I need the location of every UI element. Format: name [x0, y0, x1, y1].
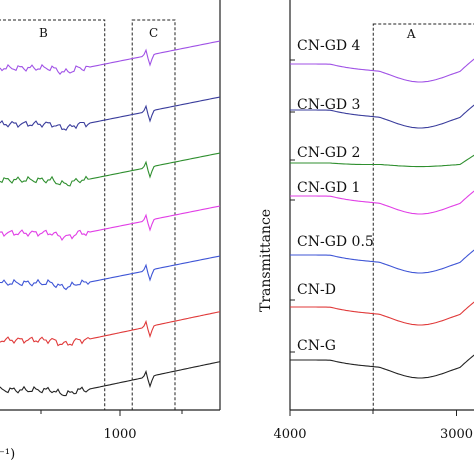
- right-series-line: [290, 104, 474, 129]
- right-series-label: CN-G: [297, 338, 336, 354]
- right-series-label: CN-GD 3: [297, 97, 360, 113]
- right-series-label: CN-D: [297, 282, 336, 298]
- left-panel: 1000 B C ⁻¹): [0, 0, 221, 462]
- left-series-line: [0, 361, 221, 397]
- right-series-label: CN-GD 0.5: [297, 234, 374, 250]
- right-series-line: [290, 58, 474, 83]
- right-series-line: [290, 190, 474, 215]
- right-region-label: A: [406, 27, 416, 41]
- left-series-line: [0, 311, 221, 347]
- left-series-line: [0, 205, 221, 242]
- right-series-line: [290, 301, 474, 326]
- left-series-line: [0, 40, 221, 75]
- right-y-axis-label: Transmittance: [258, 209, 274, 312]
- right-series-label: CN-GD 1: [297, 180, 360, 196]
- left-region-label: C: [149, 26, 158, 40]
- right-panel: Transmittance 4000 3000 A CN-GD 4 CN-GD 3 C…: [258, 0, 474, 442]
- right-series-line: [290, 154, 474, 168]
- left-region-label: B: [39, 26, 48, 40]
- right-x-tick-label: 4000: [273, 427, 306, 442]
- left-region-C: [131, 19, 176, 411]
- left-region-B: [0, 19, 106, 411]
- right-region-A: [372, 23, 474, 411]
- right-series-line: [290, 354, 474, 379]
- left-series-line: [0, 96, 221, 131]
- left-series-line: [0, 152, 221, 187]
- right-x-tick-label: 3000: [440, 427, 473, 442]
- left-x-tick-label: 1000: [103, 427, 136, 442]
- right-series-line: [290, 249, 474, 274]
- right-series-label: CN-GD 4: [297, 38, 361, 54]
- left-series-line: [0, 255, 221, 291]
- left-x-axis-label: ⁻¹): [0, 447, 15, 462]
- right-series-label: CN-GD 2: [297, 145, 360, 161]
